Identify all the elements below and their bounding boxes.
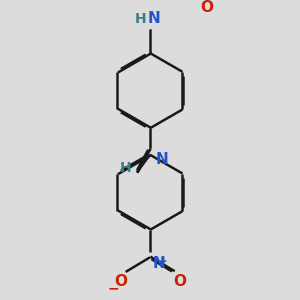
Text: O: O [173, 274, 186, 289]
Text: +: + [157, 255, 168, 268]
Text: N: N [152, 256, 165, 271]
Text: −: − [107, 282, 119, 296]
Text: H: H [120, 161, 131, 175]
Text: N: N [147, 11, 160, 26]
Text: O: O [114, 274, 127, 289]
Text: N: N [155, 152, 168, 167]
Text: H: H [134, 12, 146, 26]
Text: O: O [200, 0, 214, 15]
